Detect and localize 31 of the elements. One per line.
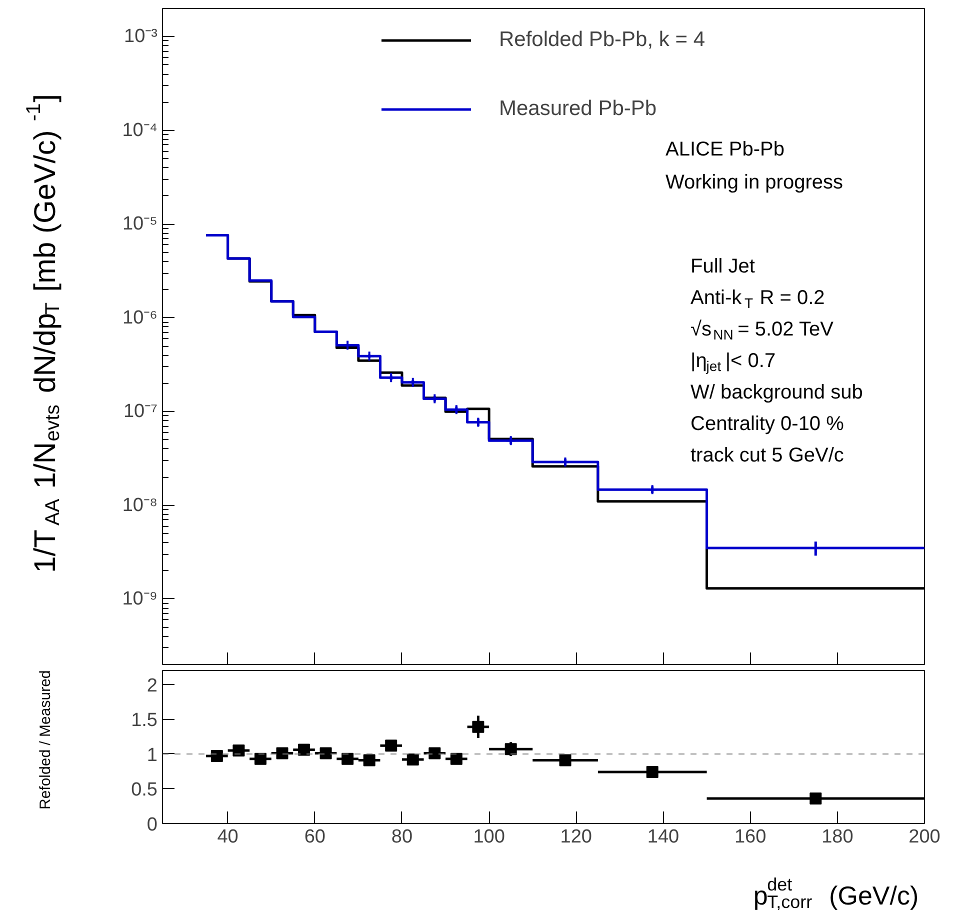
- x-tick-label: 40: [217, 826, 238, 848]
- y-tick-label: 10⁻³: [124, 26, 158, 48]
- annotation: Working in progress: [666, 172, 843, 194]
- x-tick-label: 100: [473, 826, 505, 848]
- text: 1/TAA 1/Nevts dN/dpT [mb (GeV/c)-1]: [22, 94, 64, 573]
- x-tick-label: 120: [560, 826, 592, 848]
- annotation: track cut 5 GeV/c: [690, 444, 844, 466]
- annotation: Centrality 0-10 %: [690, 413, 844, 435]
- annotation: Full Jet: [690, 256, 756, 278]
- y-tick-label: 10⁻⁵: [122, 214, 158, 235]
- y-tick-label: 1: [146, 744, 158, 766]
- y-tick-label: 2: [146, 675, 158, 696]
- x-tick-label: 200: [908, 826, 940, 848]
- y-tick-label: 10⁻⁷: [123, 401, 158, 422]
- annotation: ALICE Pb-Pb: [666, 138, 784, 160]
- y-axis-title: Refolded / Measured: [37, 670, 54, 810]
- y-tick-label: 0.5: [131, 780, 158, 801]
- legend-label: Refolded Pb-Pb, k = 4: [498, 28, 706, 52]
- x-tick-label: 180: [822, 826, 854, 848]
- y-tick-label: 1.5: [131, 710, 158, 732]
- y-tick-label: 10⁻⁹: [122, 588, 158, 610]
- x-tick-label: 60: [304, 826, 326, 848]
- x-tick-label: 160: [734, 826, 766, 848]
- x-tick-label: 80: [391, 826, 413, 848]
- x-tick-label: 140: [647, 826, 680, 848]
- y-tick-label: 10⁻⁶: [122, 307, 158, 328]
- annotation: W/ background sub: [690, 382, 863, 404]
- y-tick-label: 10⁻⁴: [122, 120, 158, 141]
- y-tick-label: 0: [146, 814, 158, 836]
- y-tick-label: 10⁻⁸: [122, 494, 158, 516]
- legend-label: Measured Pb-Pb: [498, 97, 657, 121]
